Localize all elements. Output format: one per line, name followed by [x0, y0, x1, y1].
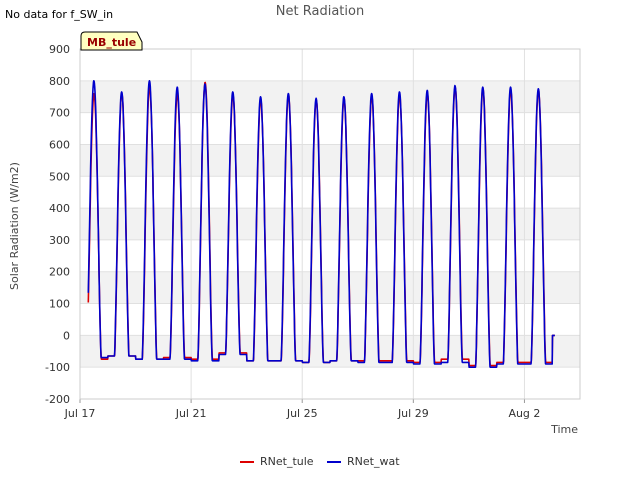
- x-tick-label: Jul 25: [286, 407, 318, 420]
- legend-label-rnet-wat: RNet_wat: [347, 455, 400, 468]
- x-tick-label: Aug 2: [508, 407, 540, 420]
- site-label-box: MB_tule: [80, 31, 143, 51]
- plot-band: [80, 208, 580, 240]
- plot-band: [80, 176, 580, 209]
- legend-label-rnet-tule: RNet_tule: [260, 455, 314, 468]
- series-layer: [87, 80, 556, 368]
- plot-band: [80, 144, 580, 177]
- y-axis-label: Solar Radiation (W/m2): [8, 162, 21, 290]
- y-tick-label: 700: [49, 107, 70, 120]
- plot-band: [80, 367, 580, 399]
- series-line-rnet-wat: [87, 80, 556, 368]
- plot-band: [80, 49, 580, 81]
- plot-band: [80, 112, 580, 145]
- plot-background: [80, 49, 580, 399]
- chart-title: Net Radiation: [276, 4, 364, 19]
- plot-band: [80, 239, 580, 272]
- legend: RNet_tule RNet_wat: [240, 455, 400, 468]
- y-tick-label: 900: [49, 43, 70, 56]
- y-tick-label: 100: [49, 298, 70, 311]
- y-tick-label: -200: [45, 393, 70, 406]
- x-axis-label: Time: [550, 423, 578, 436]
- y-tick-label: 0: [63, 329, 70, 342]
- y-tick-label: 600: [49, 138, 70, 151]
- y-tick-label: 200: [49, 266, 70, 279]
- x-tick-label: Jul 17: [64, 407, 96, 420]
- y-tick-label: 500: [49, 170, 70, 183]
- plot-band: [80, 303, 580, 336]
- y-tick-label: 300: [49, 234, 70, 247]
- y-tick-label: 800: [49, 75, 70, 88]
- plot-band: [80, 271, 580, 304]
- no-data-note: No data for f_SW_in: [5, 8, 113, 21]
- y-tick-label: 400: [49, 202, 70, 215]
- plot-band: [80, 80, 580, 113]
- plot-frame: [79, 48, 581, 400]
- site-label: MB_tule: [87, 36, 136, 49]
- axes: -200 -100 0 100 200 300 400 500 600 700 800 900 Jul …: [45, 43, 581, 420]
- x-tick-label: Jul 29: [397, 407, 429, 420]
- y-tick-label: -100: [45, 361, 70, 374]
- x-tick-label: Jul 21: [175, 407, 207, 420]
